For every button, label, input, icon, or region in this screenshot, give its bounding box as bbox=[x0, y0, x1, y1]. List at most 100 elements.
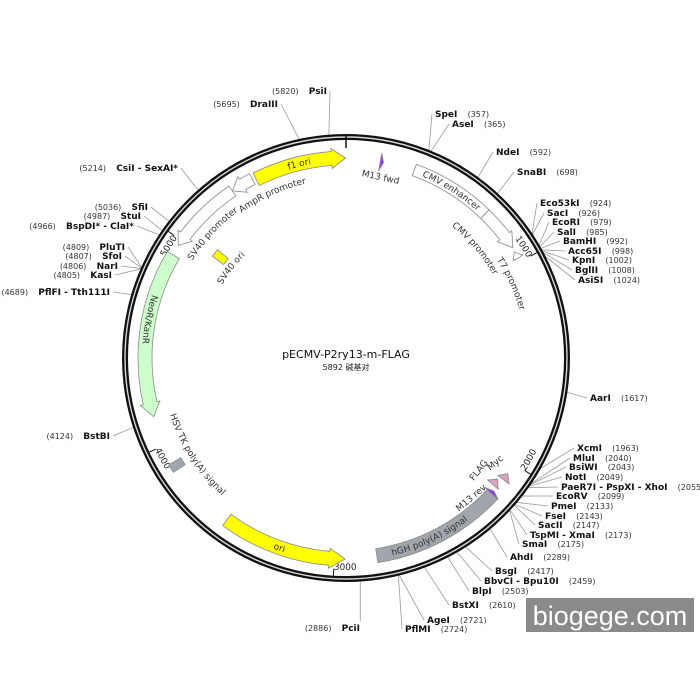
site-label[interactable]: EcoRV (2099) bbox=[556, 484, 624, 503]
site-label[interactable]: SnaBI (698) bbox=[517, 160, 578, 179]
site-label[interactable]: NotI (2049) bbox=[565, 465, 623, 484]
site-label[interactable]: SpeI (357) bbox=[435, 102, 489, 121]
spacer bbox=[56, 214, 66, 233]
site-label[interactable]: (4966) BspDI* - ClaI* bbox=[29, 214, 134, 233]
site-leader bbox=[280, 103, 300, 141]
site-leader bbox=[477, 151, 494, 179]
site-name: SnaBI bbox=[517, 168, 546, 178]
site-label[interactable]: (5695) DraIII bbox=[213, 92, 278, 111]
site-position: (1617) bbox=[621, 394, 648, 403]
site-position: (5820) bbox=[272, 87, 299, 96]
site-label[interactable]: BsgI (2417) bbox=[495, 559, 554, 578]
site-name: BstBI bbox=[83, 432, 110, 442]
feature-myc[interactable] bbox=[496, 473, 510, 485]
site-position: (2043) bbox=[608, 463, 635, 472]
site-label[interactable]: KpnI (1002) bbox=[572, 248, 632, 267]
spacer bbox=[546, 160, 556, 179]
site-label[interactable]: TspMI - XmaI (2173) bbox=[530, 523, 632, 542]
site-label[interactable]: Acc65I (998) bbox=[568, 239, 633, 258]
feature-hgh-poly-a-signal[interactable] bbox=[375, 488, 499, 563]
feature-ampr-promoter[interactable] bbox=[231, 173, 256, 193]
site-label[interactable]: BamHI (992) bbox=[563, 229, 628, 248]
watermark-box bbox=[526, 598, 694, 632]
site-label[interactable]: BstXI (2610) bbox=[452, 593, 516, 612]
site-label[interactable]: (4807) SfoI bbox=[65, 244, 122, 263]
site-position: (4689) bbox=[1, 288, 28, 297]
site-position: (4807) bbox=[65, 252, 92, 261]
site-label[interactable]: AarI (1617) bbox=[590, 386, 648, 405]
site-label[interactable]: (5820) PsiI bbox=[272, 79, 327, 98]
site-leader bbox=[430, 123, 450, 152]
tick-label-text: 3000 bbox=[334, 563, 357, 573]
site-name: SalI bbox=[557, 228, 576, 238]
site-position: (4809) bbox=[63, 243, 90, 252]
site-label[interactable]: XcmI (1963) bbox=[577, 436, 639, 455]
site-label[interactable]: (4987) StuI bbox=[84, 204, 141, 223]
site-position: (5695) bbox=[213, 100, 240, 109]
site-label[interactable]: BlpI (2503) bbox=[472, 579, 529, 598]
site-label[interactable]: (2886) PciI bbox=[305, 616, 360, 635]
site-label[interactable]: Eco53kI (924) bbox=[540, 191, 611, 210]
site-name: StuI bbox=[120, 212, 141, 222]
tick-mark bbox=[149, 448, 156, 453]
site-label[interactable]: BglII (1008) bbox=[575, 258, 635, 277]
site-position: (2503) bbox=[502, 587, 529, 596]
spacer bbox=[492, 579, 502, 598]
site-label[interactable]: PaeR7I - PspXI - XhoI (2055) bbox=[561, 475, 700, 494]
site-position: (4805) bbox=[53, 271, 80, 280]
site-label[interactable]: EcoRI (979) bbox=[552, 210, 612, 229]
site-label[interactable]: BsiWI (2043) bbox=[569, 455, 634, 474]
site-name: SfiI bbox=[131, 203, 148, 213]
site-label[interactable]: MluI (2040) bbox=[573, 446, 632, 465]
site-label[interactable]: (5214) CsiI - SexAI* bbox=[79, 156, 178, 175]
site-label[interactable]: PmeI (2133) bbox=[551, 494, 613, 513]
site-label[interactable]: (4806) NarI bbox=[60, 254, 118, 273]
feature-sv40-ori[interactable] bbox=[211, 249, 229, 266]
site-name: Eco53kI bbox=[540, 199, 580, 209]
spacer bbox=[667, 475, 677, 494]
feature-label-text: ori bbox=[272, 542, 286, 555]
site-name: BbvCI - Bpu10I bbox=[484, 577, 559, 587]
site-label[interactable]: SmaI (2175) bbox=[522, 532, 584, 551]
site-leader bbox=[143, 215, 163, 232]
site-label[interactable]: SacI (926) bbox=[547, 201, 600, 220]
site-label[interactable]: SacII (2147) bbox=[538, 513, 599, 532]
site-position: (2175) bbox=[557, 540, 584, 549]
site-label[interactable]: (5036) SfiI bbox=[95, 195, 148, 214]
site-label[interactable]: NdeI (592) bbox=[496, 140, 551, 159]
feature-ori[interactable] bbox=[222, 513, 346, 569]
feature-t7-promoter[interactable] bbox=[512, 251, 524, 262]
site-label[interactable]: AseI (365) bbox=[452, 112, 505, 131]
site-position: (992) bbox=[606, 237, 628, 246]
site-label[interactable]: BbvCI - Bpu10I (2459) bbox=[484, 569, 596, 588]
spacer bbox=[331, 616, 341, 635]
site-position: (2055) bbox=[678, 483, 700, 492]
site-label[interactable]: FseI (2143) bbox=[545, 504, 603, 523]
spacer bbox=[611, 386, 621, 405]
site-position: (979) bbox=[590, 218, 612, 227]
feature-m13-rev[interactable] bbox=[484, 487, 499, 501]
site-label[interactable]: PflMI (2724) bbox=[405, 617, 467, 636]
site-leader bbox=[566, 391, 588, 399]
site-label[interactable]: (4805) KasI bbox=[53, 263, 112, 282]
tick-label: 3000 bbox=[334, 563, 357, 573]
feature-f1-ori[interactable] bbox=[252, 147, 347, 187]
site-label[interactable]: AsiSI (1024) bbox=[578, 268, 640, 287]
site-label[interactable]: (4689) PflFI - Tth111I bbox=[1, 280, 110, 299]
feature-cmv-promoter[interactable] bbox=[480, 209, 514, 249]
feature-label-m13-fwd: M13 fwd bbox=[361, 169, 400, 187]
site-label[interactable]: (4809) PluTI bbox=[63, 235, 125, 254]
site-position: (2721) bbox=[460, 616, 487, 625]
feature-m13-fwd[interactable] bbox=[378, 153, 384, 172]
site-label[interactable]: SalI (985) bbox=[557, 220, 608, 239]
site-label[interactable]: (4124) BstBI bbox=[46, 424, 110, 443]
site-name: PciI bbox=[342, 624, 360, 634]
feature-sv40-promoter[interactable] bbox=[177, 185, 237, 247]
site-label[interactable]: AgeI (2721) bbox=[427, 608, 487, 627]
site-position: (2147) bbox=[573, 521, 600, 530]
site-label[interactable]: AhdI (2289) bbox=[510, 545, 570, 564]
feature-hsv-tk-poly-a-signal[interactable] bbox=[168, 457, 186, 473]
site-name: KasI bbox=[90, 271, 112, 281]
feature-flag[interactable] bbox=[486, 478, 499, 491]
feature-neor-kanr[interactable] bbox=[137, 250, 180, 418]
